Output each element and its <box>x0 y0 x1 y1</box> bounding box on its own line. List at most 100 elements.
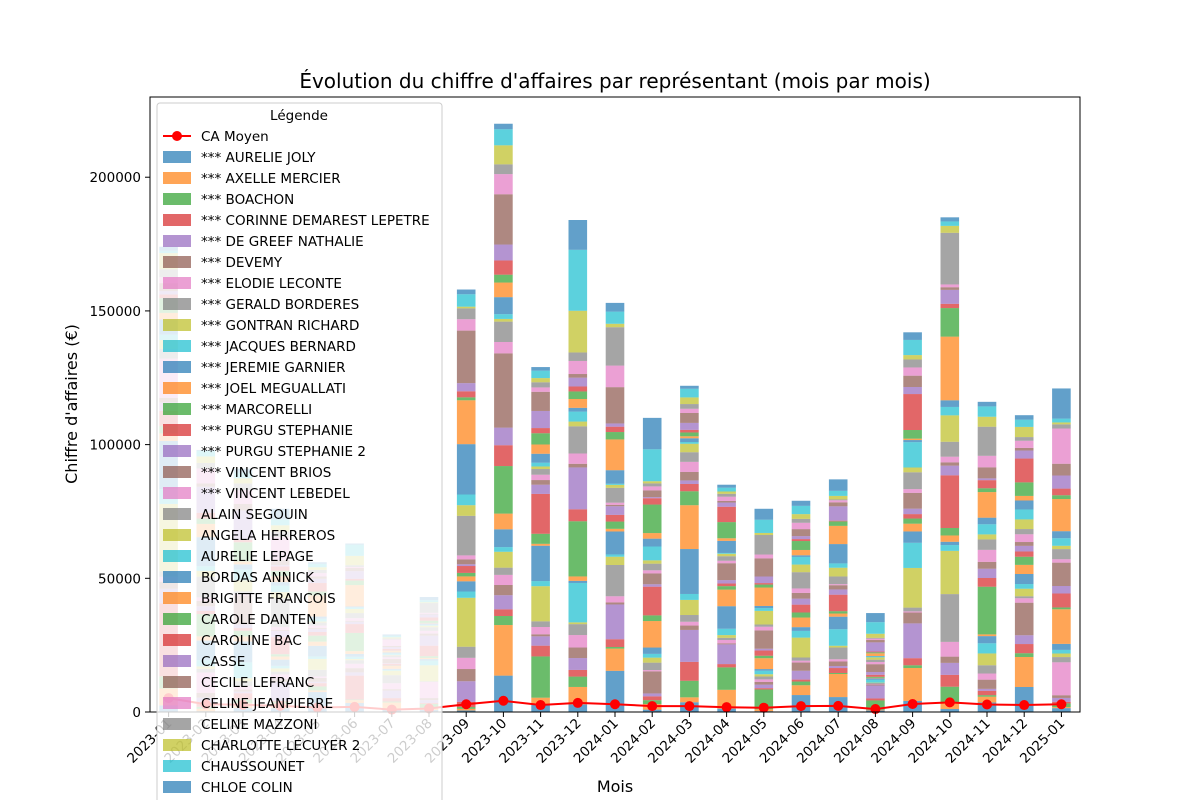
bar-segment <box>680 429 699 433</box>
bar-segment <box>903 514 922 519</box>
bar-segment <box>828 502 848 507</box>
bar-segment <box>717 637 736 641</box>
bar-segment <box>568 576 588 581</box>
bar-segment <box>1052 649 1071 654</box>
bar-segment <box>494 314 513 319</box>
bar-segment <box>531 480 550 485</box>
legend-swatch <box>163 487 191 499</box>
bar-segment <box>828 647 848 660</box>
legend-swatch <box>163 256 191 268</box>
bar-stack <box>494 123 513 712</box>
bar-segment <box>866 657 885 660</box>
legend-entry: CHLOE COLIN <box>163 780 293 796</box>
bar-segment <box>680 461 699 472</box>
legend-entry: BORDAS ANNICK <box>163 570 315 586</box>
bar-segment <box>866 613 885 623</box>
bar-segment <box>754 624 774 627</box>
bar-segment <box>1052 495 1071 500</box>
bar-segment <box>754 584 774 588</box>
bar-segment <box>903 531 922 543</box>
bar-segment <box>568 310 588 353</box>
bar-segment <box>568 391 588 400</box>
legend-entry: *** ELODIE LECONTE <box>163 276 342 292</box>
bar-segment <box>940 662 960 675</box>
bar-segment <box>642 498 662 505</box>
bar-segment <box>866 659 885 663</box>
bar-segment <box>791 556 811 565</box>
bar-segment <box>494 123 513 130</box>
legend-label: *** DE GREEF NATHALIE <box>201 234 364 250</box>
bar-segment <box>754 688 774 690</box>
bar-stack <box>1014 415 1034 712</box>
bar-segment <box>531 586 550 622</box>
legend-entry: CASSE <box>163 654 245 670</box>
legend-entry: ALAIN SEGOUIN <box>163 507 308 523</box>
bar-segment <box>828 666 848 669</box>
x-axis-label: Mois <box>597 777 633 796</box>
bar-segment <box>940 686 960 703</box>
bar-segment <box>1052 549 1071 560</box>
bar-segment <box>754 681 774 685</box>
bar-segment <box>531 581 550 587</box>
bar-segment <box>903 386 922 395</box>
bar-segment <box>791 617 811 628</box>
bar-segment <box>642 657 662 663</box>
bar-segment <box>642 481 662 484</box>
bar-segment <box>1052 545 1071 550</box>
bar-segment <box>717 556 736 561</box>
bar-segment <box>568 580 588 583</box>
bar-segment <box>1014 458 1034 483</box>
bar-segment <box>605 432 625 440</box>
legend-swatch <box>163 529 191 541</box>
bar-segment <box>531 634 550 637</box>
bar-segment <box>977 549 997 562</box>
bar-segment <box>1052 643 1071 650</box>
legend-label: BRIGITTE FRANCOIS <box>201 591 336 607</box>
bar-segment <box>494 595 513 610</box>
bar-segment <box>568 669 588 677</box>
bar-segment <box>903 430 922 439</box>
bar-segment <box>977 539 997 550</box>
bar-segment <box>791 592 811 599</box>
legend-label: *** AURELIE JOLY <box>201 150 316 166</box>
average-point <box>461 699 472 710</box>
legend-swatch <box>163 655 191 667</box>
bar-segment <box>791 627 811 631</box>
average-point <box>721 702 732 713</box>
bar-segment <box>456 591 476 598</box>
bar-segment <box>494 341 513 354</box>
bar-segment <box>940 441 960 457</box>
bar-segment <box>828 490 848 496</box>
bar-segment <box>940 709 960 712</box>
bar-segment <box>940 284 960 288</box>
bar-segment <box>828 668 848 673</box>
bar-segment <box>717 538 736 541</box>
bar-stack <box>531 367 550 712</box>
bar-segment <box>568 676 588 687</box>
legend-label: CA Moyen <box>201 129 269 145</box>
bar-segment <box>717 664 736 668</box>
legend-entry: CA Moyen <box>163 129 269 145</box>
bar-segment <box>1052 531 1071 539</box>
bar-segment <box>940 289 960 304</box>
bar-segment <box>977 695 997 697</box>
y-tick-label: 200000 <box>89 170 141 186</box>
bar-segment <box>828 611 848 614</box>
bar-segment <box>903 467 922 473</box>
legend-swatch <box>163 781 191 793</box>
chart-title: Évolution du chiffre d'affaires par repr… <box>299 69 930 93</box>
bar-segment <box>717 493 736 497</box>
bar-segment <box>605 602 625 605</box>
average-point <box>982 699 992 710</box>
bar-segment <box>680 629 699 662</box>
bar-segment <box>531 627 550 635</box>
bar-segment <box>1014 602 1034 636</box>
bar-segment <box>828 567 848 577</box>
bar-segment <box>642 417 662 450</box>
bar-segment <box>940 545 960 551</box>
bar-segment <box>828 613 848 617</box>
bar-segment <box>866 678 885 680</box>
bar-segment <box>1052 586 1071 594</box>
